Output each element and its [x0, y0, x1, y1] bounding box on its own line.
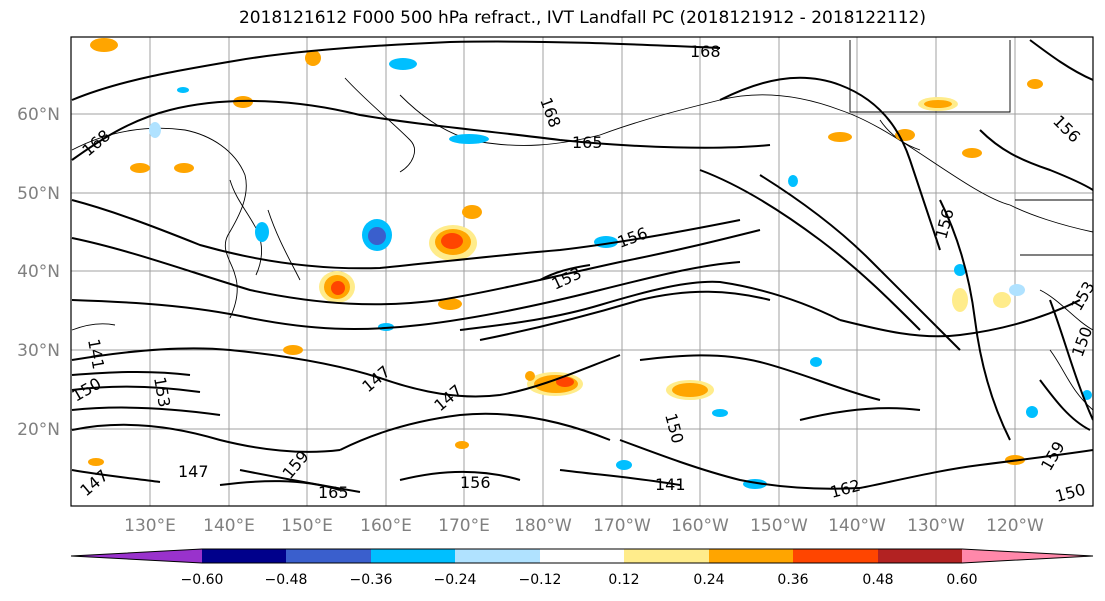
colorbar-ticks: −0.60 −0.48 −0.36 −0.24 −0.12 0.12 0.24 …	[181, 572, 978, 588]
lon-label: 170°E	[438, 516, 490, 536]
lon-label: 150°E	[281, 516, 333, 536]
lon-label: 140°E	[203, 516, 255, 536]
contour-label: 165	[318, 483, 349, 502]
contour-label: 156	[460, 473, 491, 492]
colorbar-tick-label: −0.48	[265, 572, 308, 588]
colorbar-tick-label: 0.60	[946, 572, 977, 588]
lon-label: 150°W	[750, 516, 808, 536]
colorbar-blocks	[71, 549, 1093, 563]
colorbar-block	[540, 549, 624, 563]
colorbar-tick-label: −0.36	[350, 572, 393, 588]
colorbar-block	[793, 549, 878, 563]
lat-label: 40°N	[17, 262, 60, 282]
lat-label: 20°N	[17, 420, 60, 440]
anomaly-fill	[88, 38, 1092, 489]
contour-label: 147	[178, 462, 209, 481]
contour-label: 165	[572, 133, 603, 152]
colorbar-tick-label: −0.24	[434, 572, 477, 588]
lon-label: 130°E	[124, 516, 176, 536]
lon-label: 160°E	[360, 516, 412, 536]
colorbar-block	[624, 549, 709, 563]
colorbar-block	[202, 549, 286, 563]
lon-label: 130°W	[907, 516, 965, 536]
colorbar-tick-label: 0.12	[608, 572, 639, 588]
lat-label: 30°N	[17, 341, 60, 361]
colorbar-extension-min	[71, 549, 202, 563]
lat-label: 60°N	[17, 105, 60, 125]
lon-label: 180°W	[514, 516, 572, 536]
colorbar-tick-label: 0.36	[777, 572, 808, 588]
colorbar-tick-label: −0.12	[519, 572, 562, 588]
lon-label: 140°W	[828, 516, 886, 536]
chart-title: 2018121612 F000 500 hPa refract., IVT La…	[238, 8, 926, 28]
contour-lines	[71, 39, 1093, 493]
colorbar-block	[455, 549, 540, 563]
lon-label: 160°W	[671, 516, 729, 536]
colorbar-block	[709, 549, 793, 563]
colorbar-tick-label: 0.24	[693, 572, 724, 588]
colorbar-block	[286, 549, 371, 563]
longitude-labels: 130°E 140°E 150°E 160°E 170°E 180°W 170°…	[124, 516, 1044, 536]
colorbar-extension-max	[962, 549, 1093, 563]
colorbar-outline	[70, 548, 1094, 564]
map-frame	[70, 36, 1094, 507]
gridlines	[71, 37, 1093, 506]
colorbar-block	[371, 549, 455, 563]
colorbar-block	[878, 549, 962, 563]
latitude-labels: 60°N 50°N 40°N 30°N 20°N	[17, 105, 60, 440]
lon-label: 120°W	[986, 516, 1044, 536]
colorbar-tick-label: 0.48	[862, 572, 893, 588]
contour-label: 168	[690, 42, 721, 61]
lat-label: 50°N	[17, 184, 60, 204]
colorbar-tick-label: −0.60	[181, 572, 224, 588]
colorbar: −0.60 −0.48 −0.36 −0.24 −0.12 0.12 0.24 …	[70, 548, 1094, 588]
contour-label: 141	[655, 475, 686, 494]
lon-label: 170°W	[593, 516, 651, 536]
